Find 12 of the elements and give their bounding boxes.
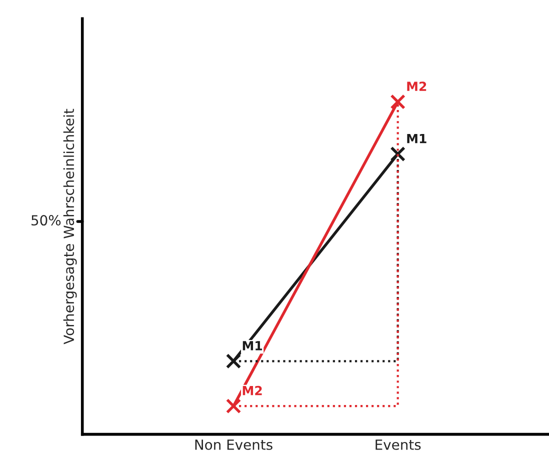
text: M2 (407, 82, 426, 91)
point (226, 398, 242, 414)
point (390, 94, 406, 110)
series-label: M2 (242, 386, 262, 396)
x-tick-label: Non Events (195, 440, 272, 450)
point (226, 354, 242, 369)
text: M1 (407, 134, 426, 144)
point (390, 146, 406, 162)
text: 50% (32, 215, 61, 226)
y-axis-title: Vorhergesagte Wahrscheinlichkeit (63, 108, 77, 344)
x-tick-label: Events (376, 440, 421, 450)
series-label: M1 (242, 341, 262, 350)
